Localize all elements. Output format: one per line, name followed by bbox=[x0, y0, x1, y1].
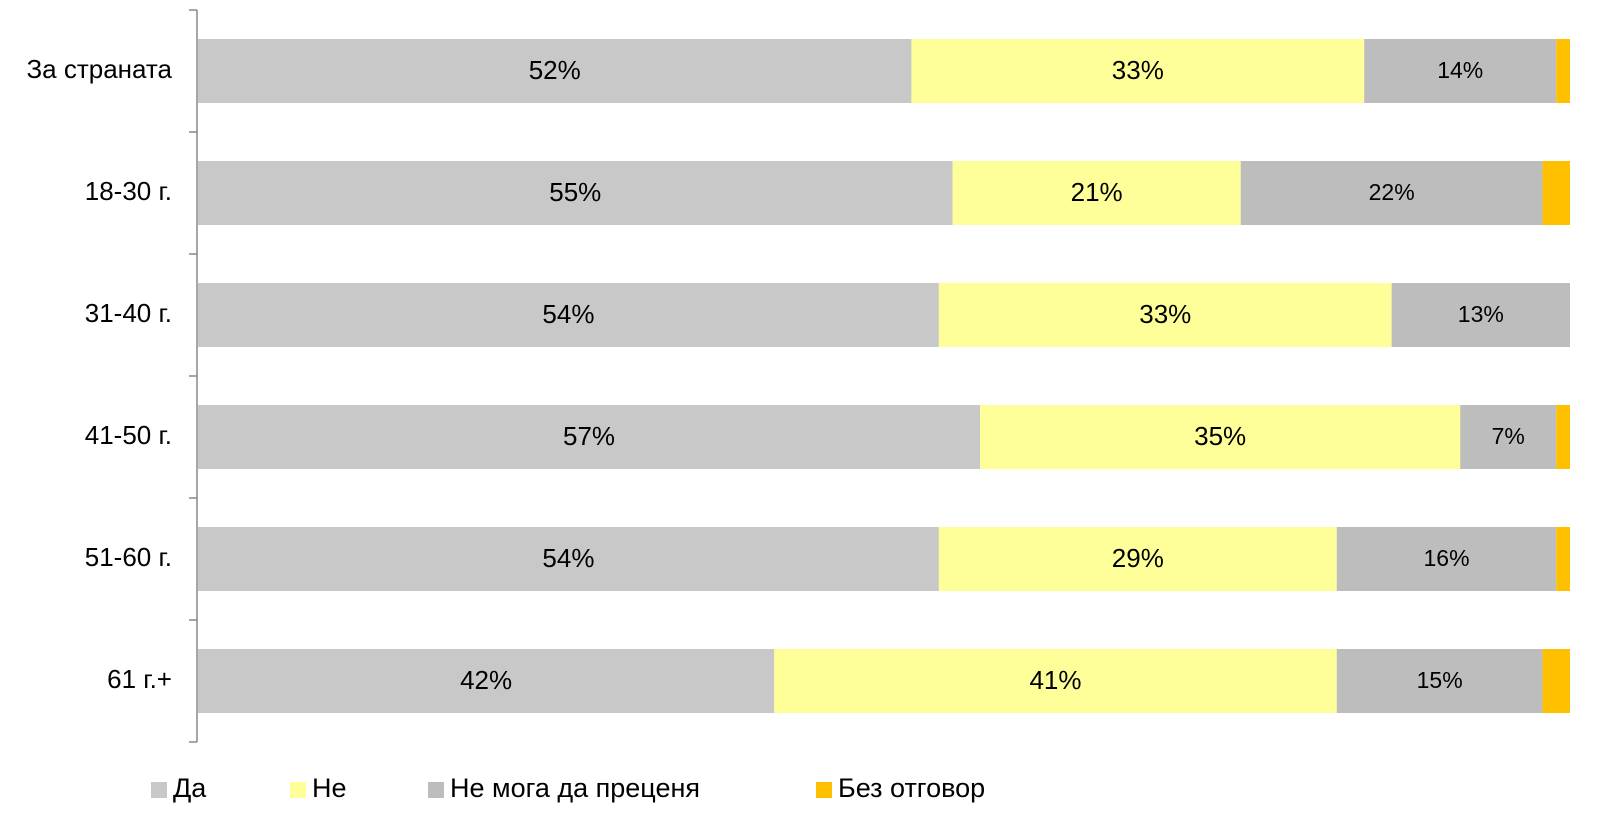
legend-swatch bbox=[290, 782, 306, 798]
bar-segment bbox=[1391, 283, 1570, 347]
data-label: 42% bbox=[460, 665, 512, 695]
data-label: 54% bbox=[542, 543, 594, 573]
data-label: 13% bbox=[1458, 301, 1504, 327]
bar-segment bbox=[1556, 405, 1570, 469]
data-label: 54% bbox=[542, 299, 594, 329]
bar-segment bbox=[1240, 161, 1543, 225]
data-label: 22% bbox=[1369, 179, 1415, 205]
legend-swatch bbox=[151, 782, 167, 798]
legend-swatch bbox=[816, 782, 832, 798]
bar-segment bbox=[1542, 649, 1570, 713]
category-label: 51-60 г. bbox=[85, 542, 172, 572]
category-label: 31-40 г. bbox=[85, 298, 172, 328]
legend-label: Да bbox=[173, 773, 207, 803]
bar-segment bbox=[938, 283, 1392, 347]
legend-label: Без отговор bbox=[838, 773, 985, 803]
bar-segment bbox=[1336, 527, 1557, 591]
data-label: 15% bbox=[1417, 667, 1463, 693]
data-label: 41% bbox=[1029, 665, 1081, 695]
bar-segment bbox=[198, 405, 981, 469]
legend-label: Не мога да преценя bbox=[450, 773, 700, 803]
bar-segment bbox=[198, 161, 953, 225]
bar-segment bbox=[952, 161, 1241, 225]
legend-swatch bbox=[428, 782, 444, 798]
category-label: За страната bbox=[26, 54, 172, 84]
data-label: 14% bbox=[1437, 57, 1483, 83]
data-label: 33% bbox=[1139, 299, 1191, 329]
bar-segment bbox=[198, 649, 775, 713]
bar-segment bbox=[938, 527, 1337, 591]
data-label: 33% bbox=[1112, 55, 1164, 85]
data-label: 29% bbox=[1112, 543, 1164, 573]
bar-segment bbox=[1556, 39, 1570, 103]
category-label: 18-30 г. bbox=[85, 176, 172, 206]
bar-segment bbox=[911, 39, 1365, 103]
bar-segment bbox=[1556, 527, 1570, 591]
bar-segment bbox=[774, 649, 1337, 713]
bar-segment bbox=[198, 283, 939, 347]
data-label: 55% bbox=[549, 177, 601, 207]
bar-segment bbox=[1364, 39, 1557, 103]
category-label: 61 г.+ bbox=[107, 664, 172, 694]
data-label: 16% bbox=[1423, 545, 1469, 571]
bar-segment bbox=[198, 39, 912, 103]
data-label: 52% bbox=[529, 55, 581, 85]
data-label: 21% bbox=[1071, 177, 1123, 207]
bar-segment bbox=[1460, 405, 1557, 469]
bar-segment bbox=[1542, 161, 1570, 225]
bar-segment bbox=[1336, 649, 1543, 713]
bar-segment bbox=[980, 405, 1461, 469]
data-label: 35% bbox=[1194, 421, 1246, 451]
legend-label: Не bbox=[312, 773, 347, 803]
category-label: 41-50 г. bbox=[85, 420, 172, 450]
bar-segment bbox=[198, 527, 939, 591]
data-label: 57% bbox=[563, 421, 615, 451]
data-label: 7% bbox=[1492, 423, 1525, 449]
